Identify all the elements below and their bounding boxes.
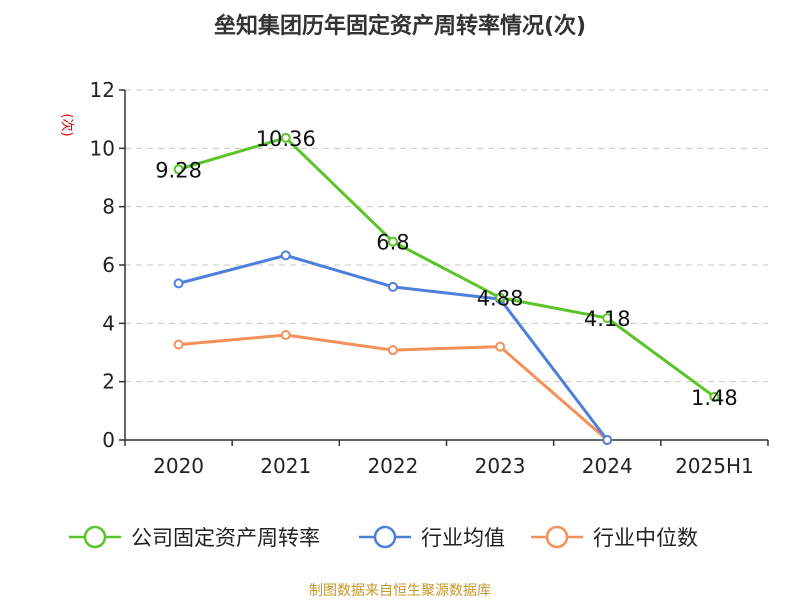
series-group <box>173 132 720 445</box>
data-labels: 9.28 10.36 6.8 4.88 4.18 1.48 <box>155 127 738 410</box>
legend-label: 行业均值 <box>421 526 505 550</box>
data-point <box>602 313 613 324</box>
y-tick-label: 6 <box>102 253 115 277</box>
legend-item[interactable]: 行业均值 <box>359 525 505 550</box>
data-point <box>280 132 291 143</box>
x-tick-label: 2025H1 <box>675 454 754 478</box>
y-tick-label: 8 <box>102 195 115 219</box>
grid <box>125 89 768 383</box>
source-note: 制图数据来自恒生聚源数据库 <box>309 583 491 599</box>
series-line <box>177 136 716 399</box>
x-tick-label: 2022 <box>367 454 418 478</box>
data-label: 10.36 <box>256 127 316 151</box>
data-point <box>173 339 184 350</box>
legend-item[interactable]: 公司固定资产周转率 <box>69 525 320 550</box>
legend[interactable]: 公司固定资产周转率 行业均值 行业中位数 <box>69 525 698 550</box>
data-label: 4.88 <box>477 287 524 311</box>
legend-label: 公司固定资产周转率 <box>131 526 320 550</box>
y-tick-label: 4 <box>102 311 115 335</box>
data-point <box>280 250 291 261</box>
y-axis-label: (次) <box>59 113 75 136</box>
chart-title: 垒知集团历年固定资产周转率情况(次) <box>214 13 586 39</box>
x-tick-label: 2021 <box>260 454 311 478</box>
data-label: 1.48 <box>691 386 738 410</box>
x-tick-label: 2023 <box>475 454 526 478</box>
data-point <box>387 236 398 247</box>
y-tick-label: 10 <box>90 136 115 160</box>
data-point <box>387 345 398 356</box>
legend-marker <box>373 525 397 549</box>
x-tick-label: 2024 <box>582 454 633 478</box>
legend-item[interactable]: 行业中位数 <box>531 525 698 550</box>
axes: 0 2 4 6 8 10 12 2020 2021 2022 2023 2024 2025H1 <box>90 78 769 478</box>
x-tick-label: 2020 <box>153 454 204 478</box>
data-point <box>602 435 613 445</box>
data-point <box>709 391 720 402</box>
data-label: 6.8 <box>376 231 409 255</box>
data-label: 4.18 <box>584 307 631 331</box>
data-point <box>173 164 184 175</box>
data-point <box>387 281 398 292</box>
data-point <box>280 330 291 340</box>
legend-marker <box>545 525 569 549</box>
y-tick-label: 0 <box>102 428 115 452</box>
data-label: 9.28 <box>155 158 202 182</box>
data-point <box>495 292 506 303</box>
data-point <box>495 341 506 352</box>
data-point <box>173 278 184 289</box>
legend-marker <box>83 525 107 549</box>
y-tick-label: 12 <box>90 78 115 102</box>
legend-label: 行业中位数 <box>593 526 698 550</box>
y-tick-label: 2 <box>102 370 115 394</box>
